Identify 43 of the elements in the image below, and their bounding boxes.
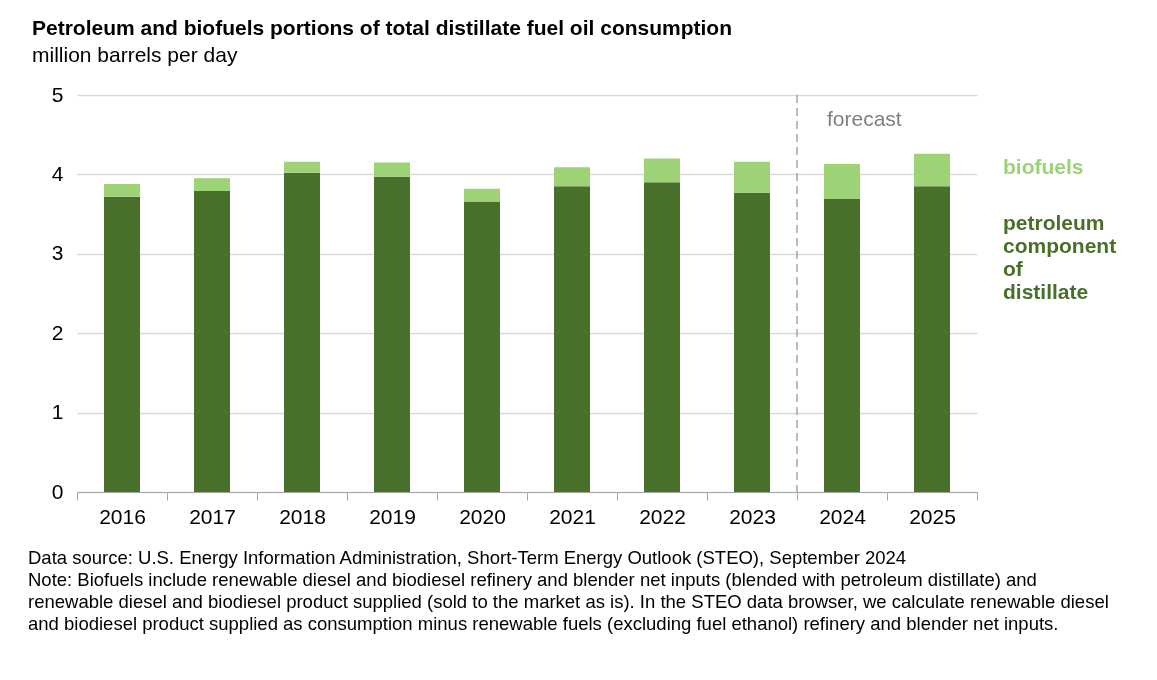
bar: [734, 161, 770, 193]
x-tick-label: 2021: [549, 504, 596, 528]
source-note: Data source: U.S. Energy Information Administration, Short-Term Energy Outlook (STEO), September 2024: [28, 547, 908, 569]
y-tick-label: 2: [51, 320, 64, 344]
chart-subtitle: million barrels per day: [32, 43, 238, 66]
bar: [644, 158, 680, 183]
bar: [464, 188, 500, 202]
bar: [194, 191, 230, 492]
y-tick-label: 1: [51, 400, 64, 424]
chart-title: Petroleum and biofuels portions of total distillate fuel oil consumption: [32, 16, 733, 39]
ref-line-label: forecast: [827, 107, 902, 130]
bar: [824, 164, 860, 200]
text: Note: Biofuels include renewable diesel and biodiesel refinery and blender net inputs (blended with petroleum distillate) and renewable diesel and biodiesel product supplied (sold to the market as is). In the STEO data browser, we calculate renewable diesel and biodiesel product supplied as consumption minus renewable fuels (excluding fuel ethanol) refinery and blender net inputs.: [28, 569, 1110, 635]
y-tick-label: 0: [51, 479, 64, 503]
bar: [284, 161, 320, 173]
y-tick-label: 3: [51, 241, 64, 265]
y-tick-label: 4: [51, 161, 64, 185]
x-tick-label: 2017: [189, 504, 236, 528]
bar: [464, 201, 500, 492]
bar: [374, 162, 410, 177]
bar: [284, 172, 320, 492]
x-tick-label: 2025: [909, 504, 956, 528]
x-tick-label: 2024: [819, 504, 867, 528]
x-tick-label: 2019: [369, 504, 416, 528]
bar: [104, 183, 140, 197]
bar: [824, 199, 860, 492]
bar: [644, 182, 680, 492]
bar: [194, 178, 230, 192]
text: biofuels: [1003, 154, 1084, 178]
bar: [104, 196, 140, 492]
bar: [374, 176, 410, 492]
bar: [734, 192, 770, 492]
x-tick-label: 2018: [279, 504, 326, 528]
x-tick-label: 2020: [459, 504, 506, 528]
bar: [554, 186, 590, 492]
x-tick-label: 2022: [639, 504, 686, 528]
bar: [554, 167, 590, 187]
text: petroleum component of distillate: [1003, 210, 1117, 303]
bar: [914, 186, 950, 492]
x-tick-label: 2016: [99, 504, 146, 528]
y-tick-label: 5: [51, 82, 64, 106]
bar: [914, 153, 950, 187]
x-tick-label: 2023: [729, 504, 776, 528]
